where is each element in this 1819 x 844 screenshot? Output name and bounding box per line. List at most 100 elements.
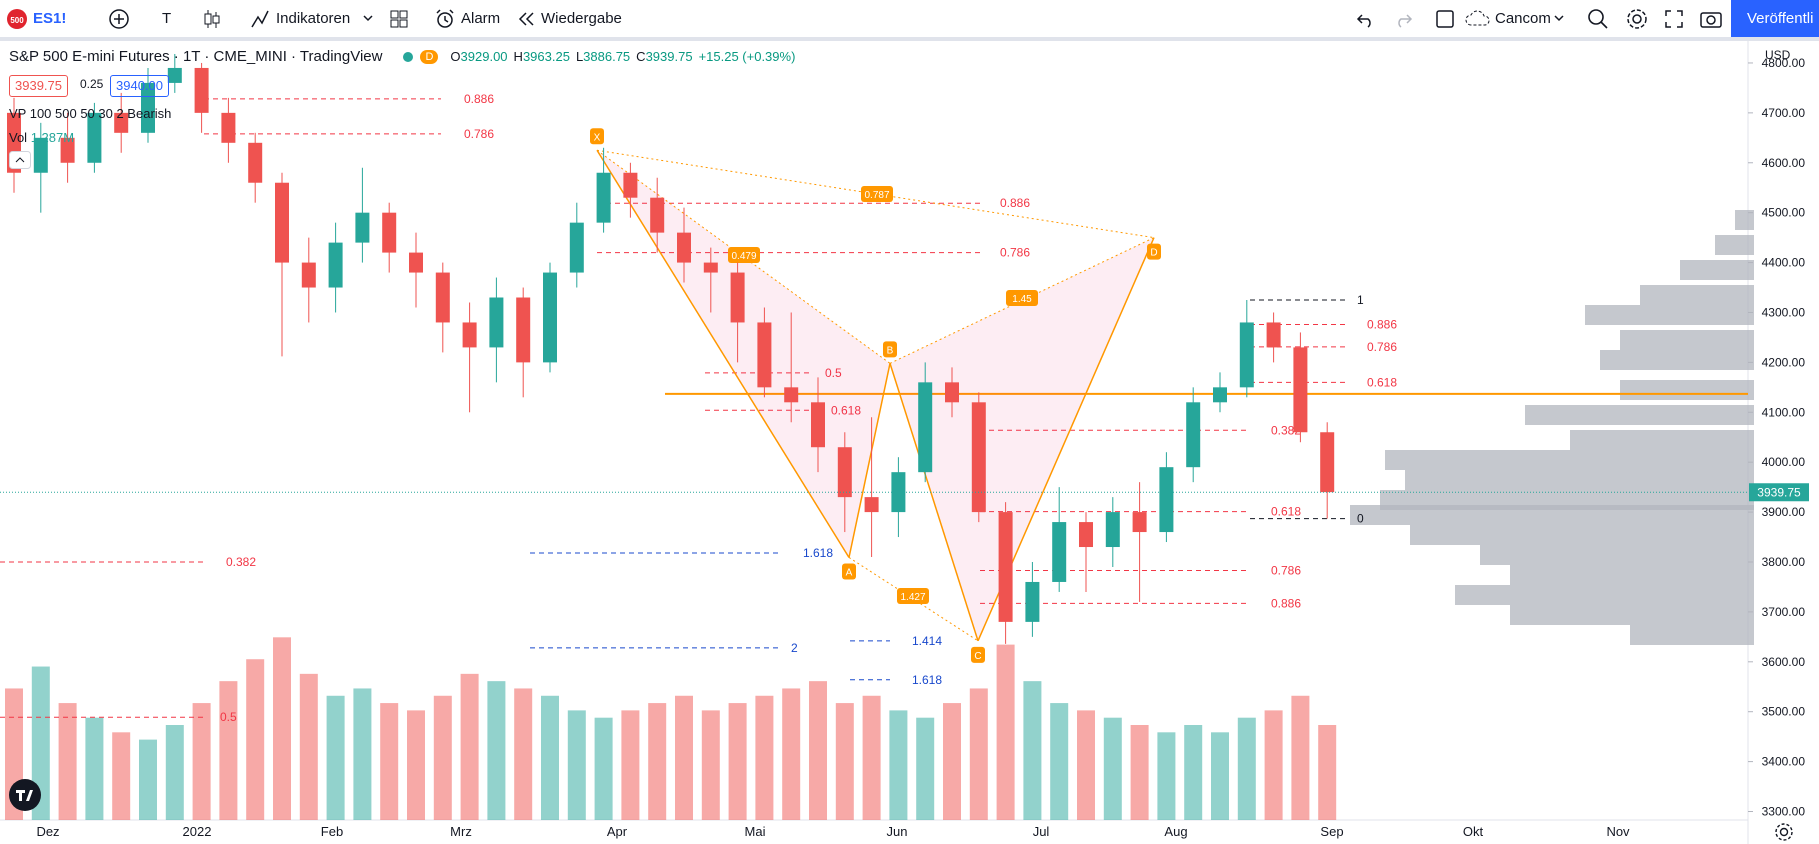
fib-label: 0.5	[220, 710, 237, 724]
profile-row	[1480, 545, 1754, 565]
fib-label: 0.5	[825, 366, 842, 380]
profile-row	[1510, 605, 1754, 625]
fib-label: 1.618	[803, 546, 833, 560]
dropdown[interactable]	[362, 12, 374, 24]
replay[interactable]: Wiedergabe	[541, 10, 622, 27]
candle-body	[703, 262, 718, 273]
volume-bar	[192, 703, 211, 820]
dropdown[interactable]	[1553, 12, 1565, 24]
candle-body	[1239, 322, 1254, 388]
candle-body	[543, 272, 557, 363]
interval[interactable]: T	[162, 10, 172, 27]
search[interactable]	[1587, 8, 1609, 30]
tv-logo[interactable]	[9, 779, 41, 811]
profile-row	[1735, 210, 1754, 230]
vol-indicator: Vol 1.287M	[9, 130, 74, 145]
candle-body	[382, 212, 397, 253]
fib-label: 0.786	[1271, 563, 1301, 577]
candle-body	[757, 322, 772, 388]
undo[interactable]	[1356, 9, 1376, 29]
candle-body	[1025, 581, 1040, 622]
volume-bar	[273, 637, 291, 820]
candle-body	[1293, 347, 1308, 433]
y-tick-label: 3700.00	[1762, 605, 1806, 619]
harmonic-leg	[596, 149, 850, 558]
y-tick-label: 4200.00	[1762, 355, 1806, 369]
volume-bar	[139, 739, 157, 820]
point-label: X	[594, 132, 601, 143]
fib-label: 0.886	[1271, 596, 1301, 610]
candle-body	[730, 272, 745, 323]
ohlc-value: 3939.75	[645, 49, 693, 64]
alarm-icon[interactable]	[434, 8, 456, 30]
fib-label: 0.886	[1000, 196, 1030, 210]
profile-row	[1350, 505, 1754, 525]
candle-body	[167, 67, 182, 83]
legend-badge: D	[420, 49, 439, 64]
collapse-legend[interactable]	[9, 151, 31, 169]
volume-bar	[31, 666, 50, 820]
point-box	[842, 563, 856, 580]
x-tick-label: Jun	[887, 824, 908, 839]
volume-bar	[1237, 717, 1256, 820]
ohlc-value: 3886.75	[583, 49, 631, 64]
settings[interactable]	[1626, 8, 1648, 30]
volume-bar	[219, 681, 238, 820]
status-dot	[403, 51, 414, 62]
alarm[interactable]: Alarm	[461, 10, 501, 27]
buy-price[interactable]: 3940.00	[110, 75, 169, 97]
y-tick-label: 4500.00	[1762, 206, 1806, 220]
chart-type[interactable]	[202, 8, 222, 30]
candle-body	[998, 512, 1013, 622]
candle-body	[328, 242, 343, 288]
point-box	[971, 646, 985, 663]
ohlc-item: O3929.00	[450, 49, 507, 64]
volume-bar	[1103, 717, 1122, 820]
indicators[interactable]: Indikatoren	[276, 10, 351, 27]
screenshot[interactable]	[1700, 9, 1722, 29]
cloud[interactable]	[1464, 10, 1492, 28]
sell-price[interactable]: 3939.75	[9, 75, 68, 97]
y-tick-label: 3800.00	[1762, 555, 1806, 569]
candle-body	[945, 382, 959, 403]
ratio-label: 0.479	[731, 251, 756, 262]
volume-bar	[85, 717, 104, 820]
volume-bar	[1077, 710, 1095, 820]
volume-bar	[1157, 732, 1176, 820]
replay-icon[interactable]	[518, 11, 536, 27]
y-tick-label: 4800.00	[1762, 56, 1806, 70]
redo[interactable]	[1393, 9, 1413, 29]
point-box	[1147, 243, 1161, 260]
last-price-label: 3939.75	[1757, 485, 1801, 499]
point-label: D	[1150, 248, 1157, 259]
volume-bar	[353, 688, 372, 820]
x-tick-label: Aug	[1164, 824, 1187, 839]
point-box	[883, 341, 897, 358]
candle-body	[355, 212, 370, 243]
publish-button[interactable]: Veröffentli	[1731, 0, 1819, 37]
volume-bar	[433, 695, 452, 820]
x-tick-label: Okt	[1463, 824, 1484, 839]
ohlc-key: O	[450, 49, 461, 64]
candle-body	[1105, 512, 1120, 548]
point-label: A	[846, 568, 853, 579]
candle-body	[1052, 522, 1067, 582]
fib-label: 1	[1357, 293, 1364, 307]
fib-label: 2	[791, 641, 798, 655]
symbol[interactable]: ES1!	[33, 10, 67, 27]
layouts[interactable]	[389, 9, 409, 29]
volume-bar	[1130, 725, 1149, 820]
rect-tool[interactable]	[1435, 9, 1455, 29]
layout-name[interactable]: Cancom	[1495, 10, 1551, 27]
spread: 0.25	[80, 77, 104, 91]
chart-settings[interactable]	[1774, 822, 1794, 842]
candle-body	[1132, 512, 1147, 533]
fullscreen[interactable]	[1664, 9, 1684, 29]
indicators-icon[interactable]	[250, 9, 270, 29]
candle-body	[221, 112, 236, 143]
volume-bar	[567, 710, 586, 820]
add-symbol[interactable]	[108, 8, 130, 30]
candle-body	[677, 232, 691, 263]
vp-indicator: VP 100 500 50 30 2 Bearish	[9, 106, 172, 121]
